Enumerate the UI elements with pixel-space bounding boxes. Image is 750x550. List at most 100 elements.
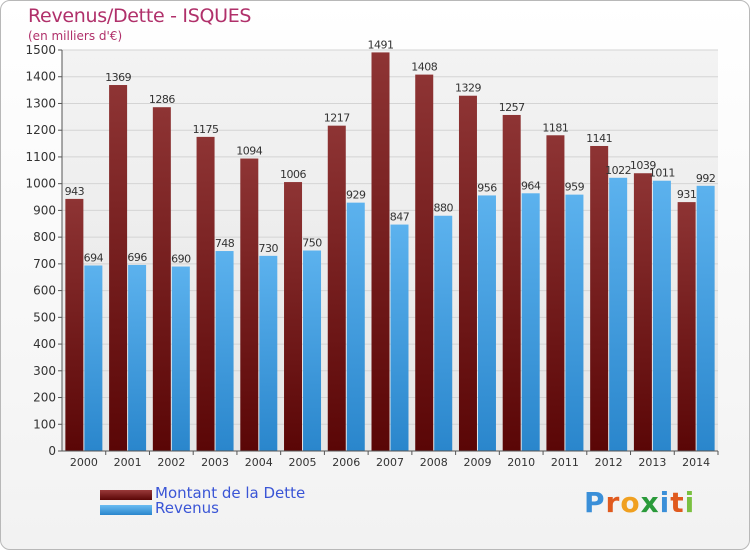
- x-tick-label: 2004: [245, 456, 273, 469]
- logo-letter: t: [670, 486, 685, 519]
- x-tick-label: 2006: [332, 456, 360, 469]
- bar-revenus: [215, 251, 234, 451]
- y-tick-label: 1300: [25, 96, 56, 110]
- bar-revenus: [521, 193, 540, 452]
- y-tick-label: 800: [33, 230, 56, 244]
- data-label: 1022: [605, 164, 631, 177]
- bar-revenus: [84, 265, 103, 451]
- bar-dette: [590, 145, 609, 452]
- bar-dette: [633, 173, 652, 451]
- y-tick-label: 1100: [25, 150, 56, 164]
- bar-revenus: [259, 255, 278, 451]
- bar-revenus: [652, 180, 671, 451]
- data-label: 992: [696, 172, 716, 185]
- data-label: 690: [171, 253, 191, 266]
- bar-revenus: [171, 266, 190, 451]
- bar-dette: [677, 202, 696, 451]
- y-tick-label: 1200: [25, 123, 56, 137]
- data-label: 748: [215, 237, 235, 250]
- x-tick-label: 2012: [595, 456, 623, 469]
- data-label: 1175: [193, 123, 219, 136]
- bar-dette: [415, 74, 434, 451]
- y-tick-label: 0: [48, 444, 56, 458]
- data-label: 1039: [630, 159, 656, 172]
- data-label: 1094: [236, 145, 262, 158]
- data-label: 959: [565, 181, 585, 194]
- data-label: 1217: [324, 112, 350, 125]
- x-tick-label: 2003: [201, 456, 229, 469]
- y-tick-label: 200: [33, 391, 56, 405]
- legend-label-revenus: Revenus: [155, 499, 219, 517]
- x-tick-label: 2010: [507, 456, 535, 469]
- bar-dette: [65, 198, 84, 451]
- data-label: 730: [259, 242, 279, 255]
- bar-revenus: [128, 264, 147, 451]
- chart-title: Revenus/Dette - ISQUES: [28, 5, 252, 27]
- bar-revenus: [434, 215, 453, 451]
- data-label: 956: [477, 181, 497, 194]
- y-tick-label: 900: [33, 203, 56, 217]
- bar-revenus: [346, 202, 365, 451]
- bar-dette: [458, 95, 477, 452]
- data-label: 1408: [411, 61, 437, 74]
- plot-area: [62, 50, 718, 451]
- data-label: 696: [127, 251, 147, 264]
- bar-revenus: [390, 224, 409, 451]
- bar-revenus: [565, 194, 584, 452]
- data-label: 1369: [105, 71, 131, 84]
- x-tick-label: 2009: [463, 456, 491, 469]
- x-tick-label: 2014: [682, 456, 710, 469]
- bar-dette: [152, 107, 171, 451]
- y-tick-label: 1500: [25, 43, 56, 57]
- x-tick-label: 2000: [70, 456, 98, 469]
- x-tick-label: 2008: [420, 456, 448, 469]
- data-label: 964: [521, 179, 541, 192]
- data-label: 1286: [149, 93, 175, 106]
- y-tick-label: 400: [33, 337, 56, 351]
- chart-subtitle: (en milliers d'€): [28, 29, 123, 43]
- x-tick-label: 2011: [551, 456, 579, 469]
- legend-label-dette: Montant de la Dette: [155, 484, 306, 502]
- bar-dette: [546, 135, 565, 451]
- bar-dette: [284, 182, 303, 451]
- data-label: 1006: [280, 168, 306, 181]
- data-label: 1011: [649, 167, 675, 180]
- data-label: 1329: [455, 82, 481, 95]
- data-label: 1181: [542, 121, 568, 134]
- data-label: 931: [677, 188, 697, 201]
- logo-letter: i: [684, 486, 696, 519]
- y-tick-label: 1400: [25, 70, 56, 84]
- logo-letter: o: [620, 486, 641, 519]
- data-label: 929: [346, 189, 366, 202]
- data-label: 694: [84, 251, 104, 264]
- data-label: 880: [433, 202, 453, 215]
- bar-dette: [109, 85, 128, 452]
- y-tick-label: 100: [33, 417, 56, 431]
- data-label: 1257: [499, 101, 525, 114]
- bar-dette: [196, 136, 215, 451]
- logo-letter: x: [640, 486, 660, 519]
- bar-dette: [240, 158, 259, 451]
- bar-dette: [502, 114, 521, 451]
- data-label: 1491: [368, 38, 394, 51]
- logo-letter: r: [605, 486, 621, 519]
- y-tick-label: 700: [33, 257, 56, 271]
- bar-dette: [371, 52, 390, 451]
- logo-letter: P: [584, 486, 606, 519]
- bar-revenus: [609, 177, 628, 451]
- bar-revenus: [696, 185, 715, 451]
- data-label: 847: [390, 211, 410, 224]
- y-tick-label: 600: [33, 284, 56, 298]
- x-tick-label: 2005: [289, 456, 317, 469]
- x-tick-label: 2007: [376, 456, 404, 469]
- x-tick-label: 2001: [114, 456, 142, 469]
- y-tick-label: 300: [33, 364, 56, 378]
- y-tick-label: 500: [33, 310, 56, 324]
- data-label: 943: [65, 185, 85, 198]
- x-tick-label: 2002: [157, 456, 185, 469]
- bar-dette: [327, 125, 346, 451]
- x-tick-label: 2013: [638, 456, 666, 469]
- bar-revenus: [303, 250, 322, 451]
- bar-revenus: [477, 195, 496, 451]
- data-label: 1141: [586, 132, 612, 145]
